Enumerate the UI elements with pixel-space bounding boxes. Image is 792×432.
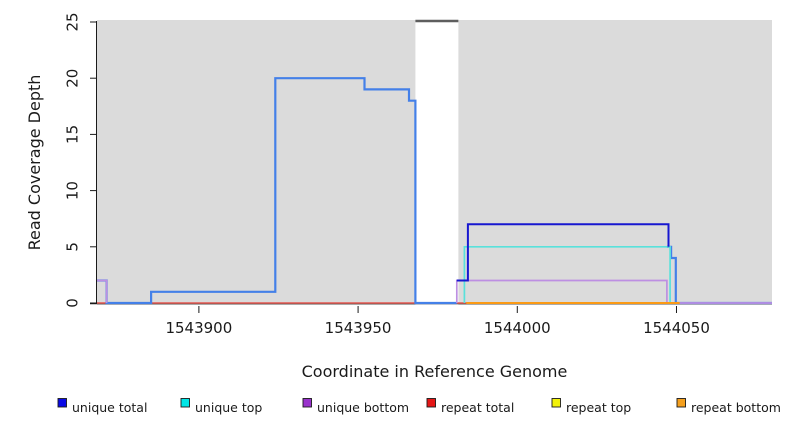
y-tick-label-15: 15 — [64, 125, 82, 144]
legend-label-repeat-total: repeat total — [441, 400, 514, 415]
legend-label-repeat-bottom: repeat bottom — [691, 400, 781, 415]
legend-label-repeat-top: repeat top — [566, 400, 631, 415]
legend-swatch-repeat-top — [551, 398, 561, 408]
legend-swatch-unique-bottom — [302, 398, 312, 408]
series-unique-bottom-seg1 — [97, 279, 108, 303]
legend-swatch-unique-top — [180, 398, 190, 408]
x-axis-title: Coordinate in Reference Genome — [302, 362, 568, 381]
series-unique-total — [456, 223, 670, 282]
series-unique-bottom-seg2 — [455, 279, 772, 304]
legend-label-unique-total: unique total — [72, 400, 147, 415]
x-tick-label-1543900: 1543900 — [165, 319, 232, 337]
legend-label-unique-bottom: unique bottom — [317, 400, 409, 415]
y-tick-label-20: 20 — [64, 69, 82, 88]
legend-swatch-unique-total — [57, 398, 67, 408]
x-tick-label-1544000: 1544000 — [484, 319, 551, 337]
series-coverage-total-seg1 — [97, 77, 457, 305]
series-unique-top — [463, 245, 671, 303]
y-tick-label-25: 25 — [64, 12, 82, 31]
legend-label-unique-top: unique top — [195, 400, 262, 415]
legend-swatch-repeat-total — [426, 398, 436, 408]
y-tick-label-5: 5 — [64, 242, 82, 252]
y-tick-label-0: 0 — [64, 298, 82, 308]
y-axis-title: Read Coverage Depth — [25, 75, 44, 251]
x-tick-label-1544050: 1544050 — [643, 319, 710, 337]
no-data-gap-band — [415, 20, 459, 305]
legend-swatch-repeat-bottom — [676, 398, 686, 408]
y-tick-label-10: 10 — [64, 181, 82, 200]
x-tick-label-1543950: 1543950 — [325, 319, 392, 337]
